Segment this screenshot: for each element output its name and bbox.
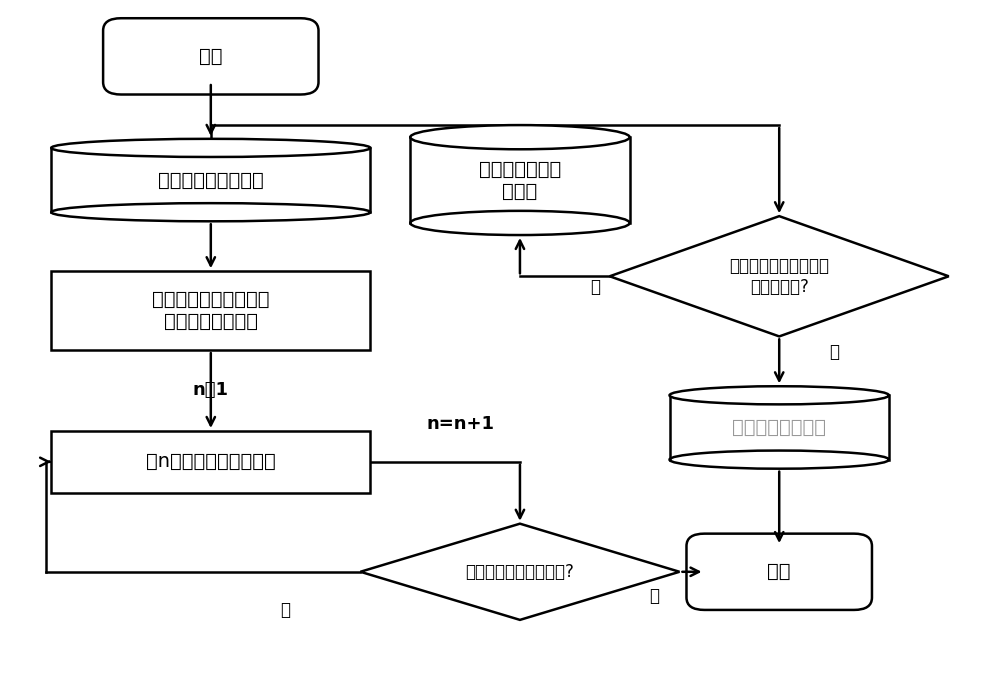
- Ellipse shape: [51, 139, 370, 157]
- Text: n＝1: n＝1: [193, 381, 229, 399]
- Text: 换相开关最优布局: 换相开关最优布局: [732, 418, 826, 437]
- Ellipse shape: [410, 211, 630, 235]
- Text: 前n个负荷安装换相开关: 前n个负荷安装换相开关: [146, 453, 276, 471]
- FancyBboxPatch shape: [686, 533, 872, 610]
- Polygon shape: [360, 524, 680, 620]
- Bar: [51, 431, 370, 493]
- Text: 对各负荷按照换相次数
从大到小进行排序: 对各负荷按照换相次数 从大到小进行排序: [152, 290, 270, 331]
- Bar: [670, 395, 889, 460]
- Text: 是: 是: [650, 586, 660, 605]
- Polygon shape: [610, 216, 949, 337]
- Text: 是否达到负荷数量上限?: 是否达到负荷数量上限?: [466, 563, 574, 581]
- Text: 结束: 结束: [767, 562, 791, 581]
- Ellipse shape: [51, 203, 370, 221]
- FancyBboxPatch shape: [103, 18, 319, 95]
- Text: 是否达到治理目标且满
足约束条件?: 是否达到治理目标且满 足约束条件?: [729, 257, 829, 296]
- Text: 换相开关布局优
化模型: 换相开关布局优 化模型: [479, 159, 561, 201]
- Text: 全年最优换相指令集: 全年最优换相指令集: [158, 170, 264, 190]
- Ellipse shape: [670, 451, 889, 469]
- Bar: [410, 137, 630, 223]
- Text: 否: 否: [281, 600, 291, 618]
- Text: n=n+1: n=n+1: [426, 415, 494, 433]
- Text: 否: 否: [590, 277, 600, 295]
- Ellipse shape: [670, 386, 889, 404]
- Text: 是: 是: [829, 343, 839, 361]
- Bar: [51, 271, 370, 350]
- Bar: [51, 148, 370, 213]
- Ellipse shape: [410, 125, 630, 149]
- Text: 开始: 开始: [199, 47, 223, 66]
